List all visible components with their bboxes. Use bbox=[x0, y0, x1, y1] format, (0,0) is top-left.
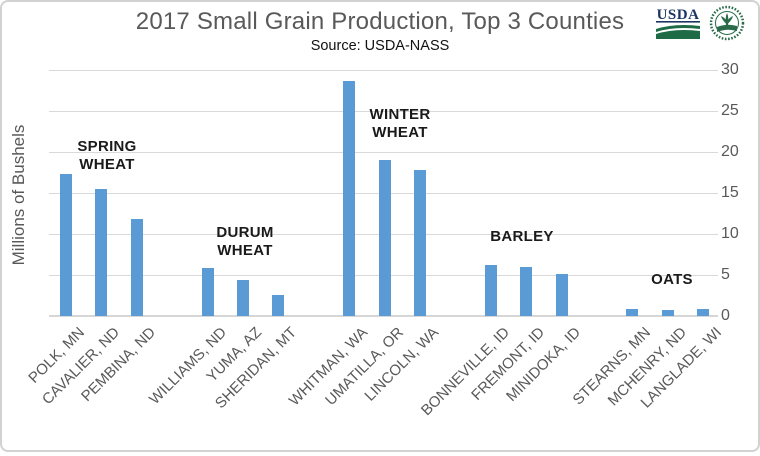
y-tick-label-30: 30 bbox=[721, 61, 739, 78]
y-tick-label-5: 5 bbox=[721, 266, 730, 283]
group-label-oats: OATS bbox=[651, 271, 693, 288]
y-tick-label-15: 15 bbox=[721, 184, 739, 201]
bar-sheridan-mt bbox=[272, 294, 285, 316]
x-axis-line bbox=[49, 315, 718, 317]
bar-umatilla-or bbox=[378, 160, 391, 316]
usda-logo: USDA bbox=[656, 7, 700, 39]
usda-nass-seal-icon bbox=[709, 5, 745, 41]
chart-title: 2017 Small Grain Production, Top 3 Count… bbox=[135, 8, 625, 35]
bar-pembina-nd bbox=[130, 219, 143, 316]
bar-whitman-wa bbox=[343, 80, 356, 316]
bar-stearns-mn bbox=[626, 308, 639, 316]
bar-fremont-id bbox=[520, 266, 533, 316]
bar-minidoka-id bbox=[555, 274, 568, 316]
y-axis-title: Millions of Bushels bbox=[9, 124, 28, 266]
group-label-winter-wheat: WINTER WHEAT bbox=[369, 106, 431, 141]
bar-polk-mn bbox=[60, 174, 72, 316]
group-label-barley: BARLEY bbox=[490, 228, 554, 245]
logo-group: USDA bbox=[653, 5, 749, 43]
bar-cavalier-nd bbox=[95, 188, 108, 316]
bar-mchenry-nd bbox=[661, 310, 674, 316]
y-tick-label-25: 25 bbox=[721, 102, 739, 119]
gridline-20 bbox=[49, 152, 718, 153]
y-tick-label-10: 10 bbox=[721, 225, 739, 242]
y-tick-label-20: 20 bbox=[721, 143, 739, 160]
group-label-spring-wheat: SPRING WHEAT bbox=[77, 138, 137, 173]
bar-bonneville-id bbox=[484, 265, 497, 316]
gridline-30 bbox=[49, 70, 718, 71]
bar-lincoln-wa bbox=[414, 170, 426, 316]
gridline-25 bbox=[49, 111, 718, 112]
usda-wordmark: USDA bbox=[657, 7, 700, 23]
chart-subtitle: Source: USDA-NASS bbox=[310, 38, 450, 54]
bar-williams-nd bbox=[201, 267, 214, 316]
y-tick-label-0: 0 bbox=[721, 307, 730, 324]
bar-langlade-wi bbox=[697, 309, 710, 316]
bar-yuma-az bbox=[237, 279, 249, 316]
group-label-durum-wheat: DURUM WHEAT bbox=[216, 224, 274, 259]
